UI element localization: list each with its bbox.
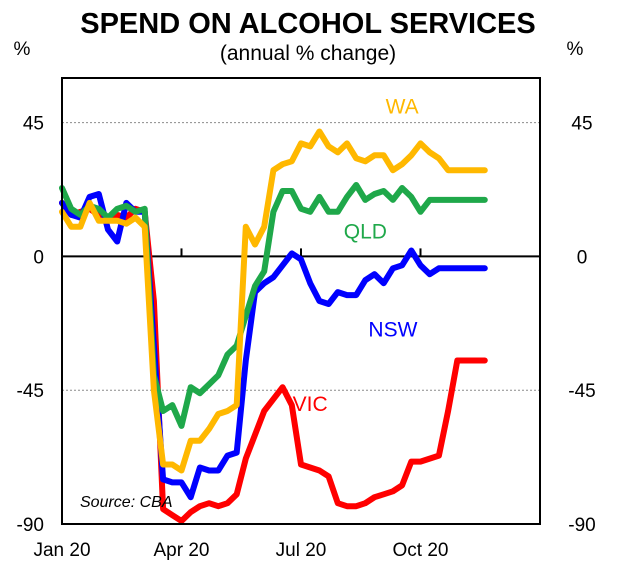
series [59, 128, 488, 524]
series-line-qld [59, 182, 488, 429]
source-note: Source: CBA [80, 494, 172, 511]
series-labels: VIC NSW QLD WA [293, 96, 419, 416]
y-tick-label-left: 0 [33, 247, 44, 268]
series-label-vic: VIC [293, 393, 328, 416]
chart-title: SPEND ON ALCOHOL SERVICES [80, 8, 536, 40]
x-tick-label: Jul 20 [276, 540, 327, 561]
y-tick-label-right: -45 [568, 381, 595, 402]
x-tick-label: Jan 20 [33, 540, 90, 561]
x-tick-label: Oct 20 [393, 540, 449, 561]
series-line-wa [59, 128, 488, 474]
y-tick-label-left: -90 [17, 515, 44, 536]
series-label-nsw: NSW [368, 319, 417, 342]
plot-frame [61, 77, 541, 525]
series-line-nsw [59, 191, 488, 501]
y-tick-label-right: -90 [568, 515, 595, 536]
series-label-qld: QLD [344, 221, 387, 244]
y-unit-left: % [14, 39, 31, 60]
y-tick-label-right: 0 [577, 247, 588, 268]
x-tick-label: Apr 20 [154, 540, 210, 561]
tick-labels: 45 45 0 0 -45 -45 -90 -90 Jan 20 Apr 20 Jul 20 Oct … [17, 114, 596, 561]
y-tick-label-right: 45 [571, 114, 592, 135]
chart-subtitle: (annual % change) [220, 42, 396, 65]
y-tick-label-left: 45 [23, 114, 44, 135]
y-tick-label-left: -45 [17, 381, 44, 402]
y-unit-right: % [567, 39, 584, 60]
axes [61, 248, 540, 258]
series-label-wa: WA [386, 96, 419, 119]
